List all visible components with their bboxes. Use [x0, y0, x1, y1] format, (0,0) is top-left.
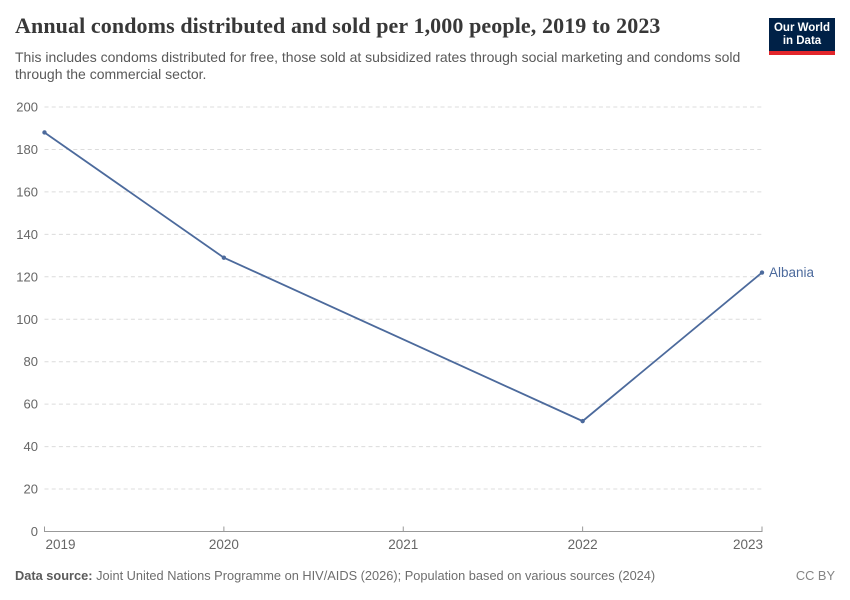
data-source-label: Data source: — [15, 568, 93, 583]
y-tick-label: 180 — [16, 142, 38, 157]
chart-title: Annual condoms distributed and sold per … — [15, 13, 661, 38]
data-source-note: Data source: Joint United Nations Progra… — [15, 568, 655, 583]
y-tick-label: 60 — [24, 397, 38, 412]
chart-footer: Data source: Joint United Nations Progra… — [15, 568, 835, 583]
chart-subtitle: This includes condoms distributed for fr… — [15, 49, 741, 82]
data-point-marker — [221, 255, 227, 260]
y-tick-label: 120 — [16, 269, 38, 284]
y-tick-label: 100 — [16, 312, 38, 327]
y-tick-label: 200 — [16, 100, 38, 115]
data-point-marker — [580, 418, 585, 424]
series-label-albania: Albania — [769, 265, 815, 280]
y-tick-label: 80 — [24, 354, 38, 369]
series-line-albania — [43, 131, 763, 423]
owid-logo: Our World in Data — [769, 18, 835, 55]
y-tick-label: 0 — [31, 524, 38, 539]
data-point-marker — [759, 270, 765, 275]
x-tick-label: 2021 — [388, 537, 418, 552]
x-tick-label: 2019 — [46, 537, 76, 552]
data-point-marker — [42, 130, 47, 135]
x-tick-label: 2022 — [568, 537, 598, 552]
y-tick-label: 140 — [16, 227, 38, 242]
x-tick-label: 2023 — [733, 537, 763, 552]
y-tick-label: 160 — [16, 184, 38, 199]
owid-logo-line2: in Data — [782, 35, 822, 47]
data-source-text: Joint United Nations Programme on HIV/AI… — [96, 568, 656, 583]
license-badge: CC BY — [795, 568, 835, 583]
x-tick-label: 2020 — [209, 537, 239, 552]
y-tick-label: 20 — [24, 482, 38, 497]
owid-logo-line1: Our World — [773, 22, 830, 34]
y-tick-label: 40 — [24, 439, 38, 454]
